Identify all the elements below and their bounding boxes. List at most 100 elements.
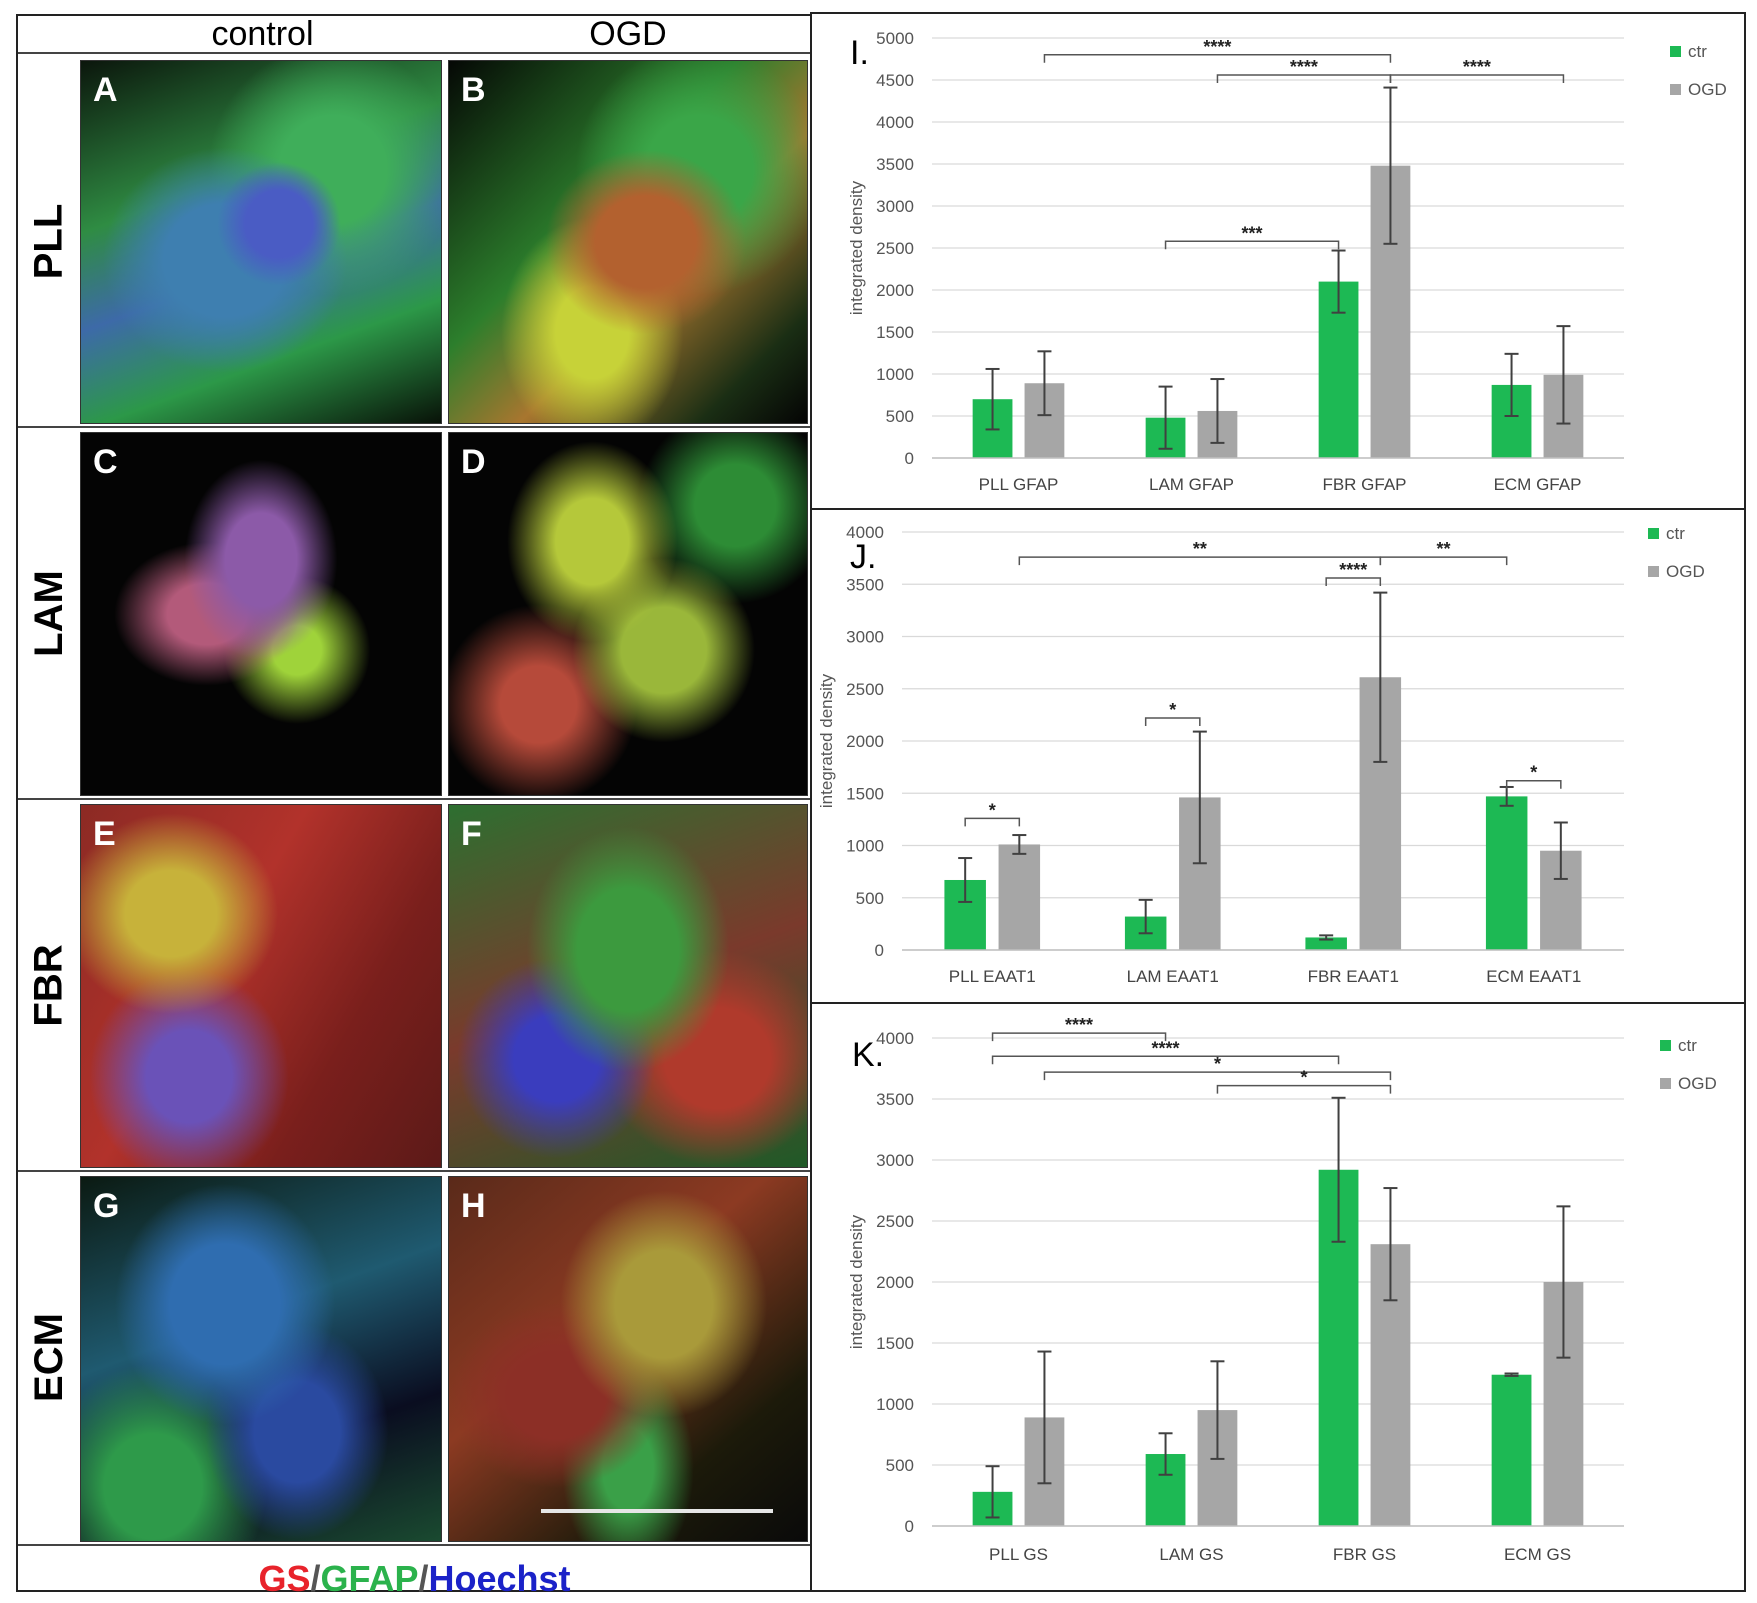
y-tick-label: 3000 (846, 628, 884, 647)
micrograph-g: G (80, 1176, 442, 1542)
y-tick-label: 4000 (876, 1029, 914, 1048)
micrograph-f: F (448, 804, 808, 1168)
significance-bracket (991, 1032, 1167, 1042)
significance-label: **** (1152, 1038, 1180, 1058)
y-tick-label: 500 (886, 1456, 914, 1475)
significance-bracket (1389, 74, 1565, 83)
chart-i-svg: 0 500 1000 1500 2000 2500 3000 3500 4000 4500 5000… (847, 29, 1727, 494)
significance-label: *** (1242, 223, 1263, 243)
category-label: ECM GS (1504, 1545, 1571, 1564)
category-label: PLL GFAP (979, 475, 1059, 494)
stain-gs: GS (258, 1558, 311, 1599)
y-tick-label: 1500 (876, 1334, 914, 1353)
panel-letter: K. (852, 1036, 884, 1074)
y-tick-label: 0 (905, 449, 914, 468)
micrograph-b: B (448, 60, 808, 424)
divider (18, 52, 811, 54)
micrograph-c: C (80, 432, 442, 796)
significance-label: ** (1436, 539, 1450, 559)
stain-hoechst: Hoechst (428, 1558, 571, 1599)
legend-swatch-ctr (1660, 1040, 1671, 1051)
y-tick-label: 2000 (876, 1273, 914, 1292)
y-tick-label: 3500 (876, 155, 914, 174)
category-label: FBR EAAT1 (1308, 967, 1399, 986)
chart-j: 0 500 1000 1500 2000 2500 3000 3500 4000 integrat… (810, 508, 1746, 1004)
scale-bar (541, 1509, 773, 1513)
divider (18, 1170, 811, 1172)
category-label: ECM GFAP (1494, 475, 1582, 494)
category-label: LAM GS (1159, 1545, 1223, 1564)
bar-ogd (998, 844, 1041, 950)
panel-letter: I. (850, 34, 869, 72)
y-tick-label: 2500 (846, 680, 884, 699)
significance-bracket (964, 817, 1021, 827)
stain-gfap: GFAP (320, 1558, 419, 1599)
category-label: LAM EAAT1 (1127, 967, 1219, 986)
y-tick-label: 3000 (876, 197, 914, 216)
y-tick-label: 500 (886, 407, 914, 426)
chart-j-svg: 0 500 1000 1500 2000 2500 3000 3500 4000 integrat… (817, 523, 1705, 986)
significance-bracket (1043, 54, 1392, 63)
significance-bracket (1144, 717, 1201, 727)
y-tick-label: 1000 (876, 1395, 914, 1414)
significance-bracket (1164, 240, 1340, 250)
legend-swatch-ctr (1648, 528, 1659, 539)
y-tick-label: 2500 (876, 239, 914, 258)
micrograph-d: D (448, 432, 808, 796)
significance-label: * (989, 800, 996, 820)
legend-label-ctr: ctr (1688, 42, 1707, 61)
significance-bracket (991, 1055, 1340, 1065)
row-label-fbr: FBR (26, 943, 71, 1027)
significance-label: **** (1065, 1015, 1093, 1035)
micrograph-e: E (80, 804, 442, 1168)
legend-label-ctr: ctr (1678, 1036, 1697, 1055)
significance-bracket (1216, 1084, 1392, 1094)
significance-label: * (1530, 763, 1537, 783)
legend-swatch-ogd (1670, 84, 1681, 95)
significance-label: **** (1339, 560, 1367, 580)
significance-label: **** (1203, 37, 1231, 57)
bar-ctr (1491, 1374, 1532, 1526)
y-tick-label: 4500 (876, 71, 914, 90)
category-label: FBR GFAP (1322, 475, 1406, 494)
y-tick-label: 3500 (846, 575, 884, 594)
chart-i: 0 500 1000 1500 2000 2500 3000 3500 4000 4500 5000… (810, 12, 1746, 510)
legend-label-ogd: OGD (1666, 562, 1705, 581)
y-tick-label: 500 (856, 889, 884, 908)
y-axis-label: integrated density (847, 180, 866, 315)
legend-label-ogd: OGD (1678, 1074, 1717, 1093)
significance-bracket (1325, 577, 1382, 586)
column-header-ogd: OGD (589, 15, 667, 53)
category-label: ECM EAAT1 (1486, 967, 1581, 986)
legend-label-ogd: OGD (1688, 80, 1727, 99)
bar-ctr (1485, 796, 1528, 950)
category-label: LAM GFAP (1149, 475, 1234, 494)
micrograph-h: H (448, 1176, 808, 1542)
category-label: PLL GS (989, 1545, 1048, 1564)
significance-label: * (1214, 1054, 1221, 1074)
y-tick-label: 3000 (876, 1151, 914, 1170)
significance-bracket (1505, 779, 1562, 789)
row-label-ecm: ECM (26, 1312, 71, 1402)
y-tick-label: 0 (905, 1517, 914, 1536)
category-label: PLL EAAT1 (949, 967, 1036, 986)
micrograph-a: A (80, 60, 442, 424)
chart-k: 0 500 1000 1500 2000 2500 3000 3500 4000 integrat… (810, 1002, 1746, 1592)
row-label-pll: PLL (26, 203, 71, 279)
y-tick-label: 0 (875, 941, 884, 960)
legend-swatch-ogd (1660, 1078, 1671, 1089)
y-axis-label: integrated density (847, 1214, 866, 1349)
row-label-lam: LAM (26, 569, 71, 657)
y-tick-label: 2000 (846, 732, 884, 751)
bar-ctr (1305, 937, 1347, 950)
significance-label: **** (1463, 57, 1491, 77)
y-tick-label: 2500 (876, 1212, 914, 1231)
category-label: FBR GS (1333, 1545, 1396, 1564)
significance-label: * (1300, 1068, 1307, 1088)
y-tick-label: 1000 (876, 365, 914, 384)
column-header-control: control (211, 15, 314, 53)
divider (18, 426, 811, 428)
significance-label: ** (1193, 539, 1207, 559)
y-tick-label: 1000 (846, 837, 884, 856)
legend-swatch-ogd (1648, 566, 1659, 577)
